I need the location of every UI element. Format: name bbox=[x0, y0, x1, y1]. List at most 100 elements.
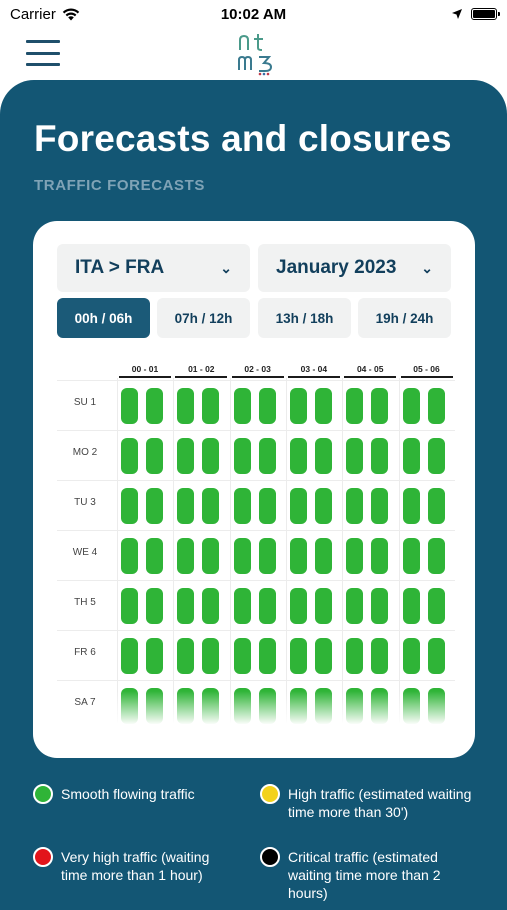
tab-label: 00h / 06h bbox=[74, 310, 133, 326]
column-rule bbox=[287, 376, 340, 378]
traffic-slot[interactable] bbox=[233, 488, 251, 524]
traffic-slot[interactable] bbox=[146, 388, 163, 424]
traffic-slot[interactable] bbox=[233, 588, 251, 624]
traffic-slot[interactable] bbox=[202, 488, 220, 524]
traffic-slot[interactable] bbox=[346, 438, 364, 474]
traffic-slot[interactable] bbox=[314, 538, 332, 574]
column-header: 05 - 06 bbox=[413, 364, 440, 374]
traffic-slot[interactable] bbox=[233, 388, 251, 424]
traffic-slot[interactable] bbox=[289, 388, 307, 424]
traffic-slot[interactable] bbox=[371, 488, 389, 524]
traffic-slot[interactable] bbox=[258, 538, 276, 574]
traffic-slot[interactable] bbox=[258, 438, 276, 474]
row-label: WE 4 bbox=[72, 547, 98, 558]
traffic-slot[interactable] bbox=[177, 388, 195, 424]
traffic-slot[interactable] bbox=[314, 388, 332, 424]
tab-00h-06h[interactable]: 00h / 06h bbox=[57, 298, 150, 338]
tab-07h-12h[interactable]: 07h / 12h bbox=[157, 298, 250, 338]
column-header: 03 - 04 bbox=[300, 364, 328, 374]
traffic-slot[interactable] bbox=[146, 438, 163, 474]
traffic-slot[interactable] bbox=[146, 538, 163, 574]
traffic-slot[interactable] bbox=[346, 588, 364, 624]
traffic-slot[interactable] bbox=[402, 388, 420, 424]
traffic-slot[interactable] bbox=[121, 638, 138, 674]
grid-divider bbox=[57, 430, 455, 431]
traffic-slot[interactable] bbox=[177, 588, 195, 624]
status-bar: Carrier 10:02 AM bbox=[0, 0, 507, 28]
traffic-slot[interactable] bbox=[289, 538, 307, 574]
traffic-slot[interactable] bbox=[289, 488, 307, 524]
traffic-slot[interactable] bbox=[346, 488, 364, 524]
section-subtitle: TRAFFIC FORECASTS bbox=[34, 177, 206, 194]
traffic-slot[interactable] bbox=[177, 538, 195, 574]
page-title: Forecasts and closures bbox=[34, 118, 452, 159]
traffic-slot[interactable] bbox=[346, 638, 364, 674]
traffic-slot[interactable] bbox=[177, 638, 195, 674]
traffic-slot[interactable] bbox=[258, 638, 276, 674]
legend-high: High traffic (estimated waiting time mor… bbox=[260, 784, 475, 821]
traffic-slot[interactable] bbox=[346, 388, 364, 424]
tab-label: 07h / 12h bbox=[174, 310, 233, 326]
traffic-slot[interactable] bbox=[121, 588, 138, 624]
traffic-slot[interactable] bbox=[371, 588, 389, 624]
column-rule bbox=[344, 376, 397, 378]
direction-select[interactable]: ITA > FRA ⌄ bbox=[57, 244, 250, 292]
column-header: 01 - 02 bbox=[188, 364, 215, 374]
grid-divider bbox=[57, 380, 455, 381]
traffic-slot[interactable] bbox=[314, 588, 332, 624]
traffic-slot[interactable] bbox=[314, 438, 332, 474]
traffic-slot[interactable] bbox=[258, 388, 276, 424]
traffic-slot[interactable] bbox=[314, 488, 332, 524]
chevron-down-icon: ⌄ bbox=[421, 259, 433, 276]
traffic-slot[interactable] bbox=[202, 638, 220, 674]
traffic-slot[interactable] bbox=[233, 538, 251, 574]
traffic-slot[interactable] bbox=[177, 438, 195, 474]
traffic-slot[interactable] bbox=[402, 488, 420, 524]
traffic-slot[interactable] bbox=[402, 638, 420, 674]
traffic-slot[interactable] bbox=[427, 438, 445, 474]
traffic-slot[interactable] bbox=[121, 438, 138, 474]
red-dot-icon bbox=[33, 847, 53, 867]
traffic-slot[interactable] bbox=[202, 588, 220, 624]
traffic-slot[interactable] bbox=[233, 438, 251, 474]
traffic-slot[interactable] bbox=[289, 588, 307, 624]
traffic-slot[interactable] bbox=[402, 588, 420, 624]
traffic-slot[interactable] bbox=[202, 438, 220, 474]
traffic-slot[interactable] bbox=[346, 538, 364, 574]
traffic-slot[interactable] bbox=[402, 438, 420, 474]
traffic-slot[interactable] bbox=[427, 588, 445, 624]
traffic-slot[interactable] bbox=[289, 638, 307, 674]
traffic-slot[interactable] bbox=[427, 388, 445, 424]
traffic-slot[interactable] bbox=[146, 488, 163, 524]
traffic-slot[interactable] bbox=[121, 538, 138, 574]
traffic-slot[interactable] bbox=[427, 538, 445, 574]
traffic-slot[interactable] bbox=[146, 588, 163, 624]
traffic-slot[interactable] bbox=[314, 638, 332, 674]
traffic-slot[interactable] bbox=[427, 488, 445, 524]
tab-19h-24h[interactable]: 19h / 24h bbox=[358, 298, 451, 338]
battery-icon bbox=[471, 8, 500, 20]
traffic-slot[interactable] bbox=[202, 538, 220, 574]
grid-divider bbox=[398, 378, 400, 723]
traffic-slot[interactable] bbox=[233, 638, 251, 674]
traffic-slot[interactable] bbox=[427, 638, 445, 674]
traffic-slot[interactable] bbox=[177, 488, 195, 524]
month-value: January 2023 bbox=[276, 257, 397, 278]
traffic-slot[interactable] bbox=[258, 588, 276, 624]
traffic-slot[interactable] bbox=[121, 388, 138, 424]
row-label: FR 6 bbox=[74, 647, 96, 658]
traffic-slot[interactable] bbox=[371, 438, 389, 474]
hamburger-menu-icon[interactable] bbox=[26, 40, 60, 66]
traffic-slot[interactable] bbox=[371, 388, 389, 424]
traffic-slot[interactable] bbox=[371, 638, 389, 674]
forecast-card: ITA > FRA ⌄ January 2023 ⌄ 00h / 06h 07h… bbox=[33, 221, 475, 758]
traffic-slot[interactable] bbox=[371, 538, 389, 574]
traffic-slot[interactable] bbox=[258, 488, 276, 524]
traffic-slot[interactable] bbox=[289, 438, 307, 474]
traffic-slot[interactable] bbox=[121, 488, 138, 524]
traffic-slot[interactable] bbox=[146, 638, 163, 674]
traffic-slot[interactable] bbox=[402, 538, 420, 574]
tab-13h-18h[interactable]: 13h / 18h bbox=[258, 298, 351, 338]
month-select[interactable]: January 2023 ⌄ bbox=[258, 244, 451, 292]
traffic-slot[interactable] bbox=[202, 388, 220, 424]
